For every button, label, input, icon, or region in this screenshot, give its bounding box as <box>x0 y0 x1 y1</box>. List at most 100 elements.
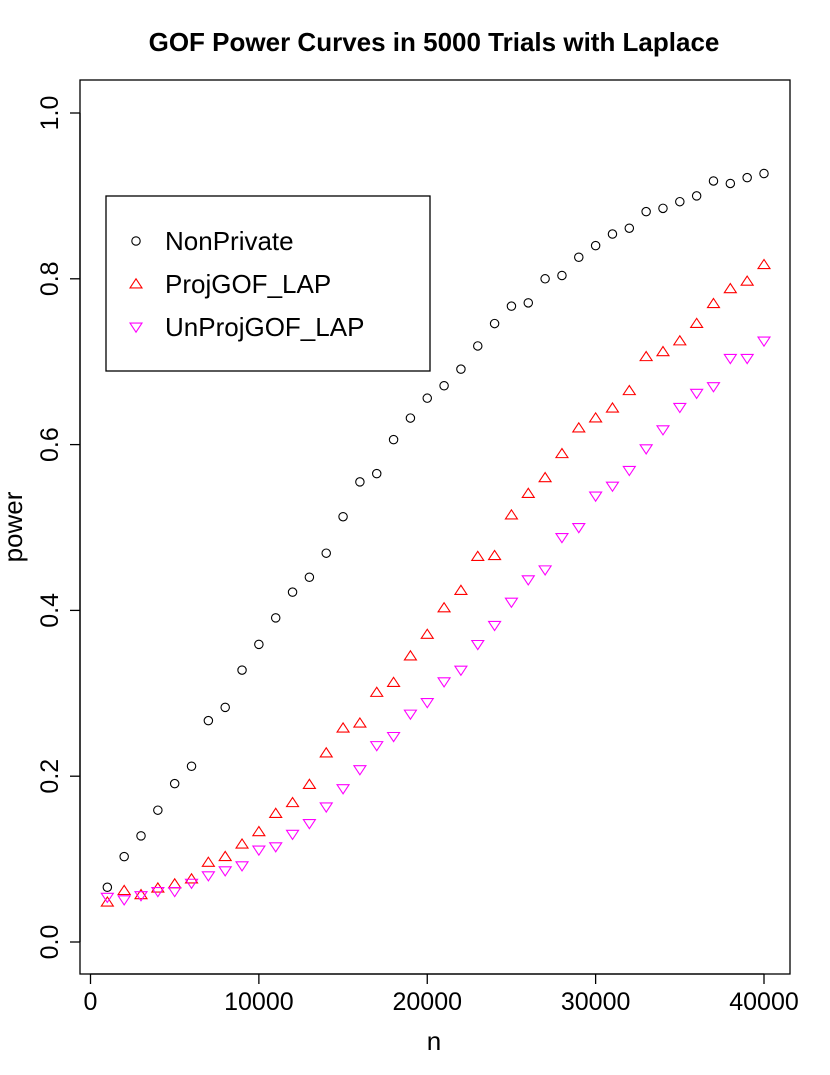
data-point <box>136 831 146 841</box>
data-point <box>117 895 132 906</box>
data-point <box>437 677 452 688</box>
data-point <box>319 746 334 758</box>
data-point <box>218 850 233 862</box>
data-point <box>420 697 435 709</box>
data-point <box>369 686 384 697</box>
data-point <box>521 575 536 586</box>
data-point <box>336 721 351 733</box>
data-point <box>133 891 149 902</box>
data-point <box>201 856 216 867</box>
data-point <box>742 172 752 183</box>
data-point <box>689 388 704 400</box>
x-tick-label: 30000 <box>561 988 631 1016</box>
data-point <box>622 465 637 477</box>
y-axis: 0.0 0.2 0.4 0.6 0.8 1.0 <box>36 96 81 960</box>
series-NonPrivate <box>102 168 769 893</box>
data-point <box>251 845 266 857</box>
data-point <box>237 665 247 675</box>
data-point <box>506 301 517 311</box>
data-point <box>133 888 149 900</box>
x-tick-label: 20000 <box>392 988 462 1016</box>
data-point <box>167 877 182 889</box>
data-point <box>150 886 165 898</box>
data-point <box>470 550 485 561</box>
data-point <box>740 353 755 365</box>
data-point <box>270 613 281 623</box>
data-point <box>453 584 468 595</box>
data-point <box>235 861 250 872</box>
data-point <box>672 402 687 414</box>
data-point <box>403 709 418 721</box>
data-point <box>285 796 300 808</box>
data-point <box>605 481 620 493</box>
data-point <box>538 565 553 576</box>
y-axis-label: power <box>0 491 28 562</box>
data-point <box>574 252 584 262</box>
data-point <box>470 639 485 651</box>
data-point <box>100 896 115 907</box>
data-point <box>184 872 199 884</box>
legend-item: UnProjGOF_LAP <box>128 312 364 342</box>
x-axis-label: n <box>427 1026 441 1056</box>
legend-marker <box>128 277 144 289</box>
data-point <box>588 411 603 423</box>
y-tick-label: 0.6 <box>36 427 64 462</box>
data-point <box>655 345 670 357</box>
data-point <box>691 191 702 201</box>
legend-label: ProjGOF_LAP <box>165 269 331 299</box>
data-point <box>218 866 233 877</box>
x-tick-label: 0 <box>84 988 98 1016</box>
data-point <box>504 508 519 520</box>
data-point <box>186 761 197 772</box>
data-point <box>119 851 129 862</box>
data-point <box>759 168 769 179</box>
data-point <box>321 548 331 558</box>
data-point <box>167 886 182 898</box>
data-point <box>487 620 502 632</box>
data-point <box>723 282 738 294</box>
data-point <box>672 334 687 346</box>
data-point <box>624 223 635 233</box>
data-point <box>117 884 132 896</box>
data-point <box>658 203 668 214</box>
data-point <box>622 384 637 396</box>
data-point <box>388 434 399 445</box>
data-point <box>304 572 315 582</box>
x-tick-label: 40000 <box>729 988 799 1016</box>
data-point <box>422 393 432 403</box>
y-tick-label: 0.0 <box>36 925 64 960</box>
legend-marker <box>128 322 144 334</box>
data-point <box>487 549 502 561</box>
x-tick-label: 10000 <box>224 988 294 1016</box>
data-point <box>689 317 704 329</box>
x-axis: 0 10000 20000 30000 40000 <box>84 973 799 1016</box>
data-point <box>473 341 483 351</box>
data-point <box>268 842 283 853</box>
data-point <box>169 778 180 789</box>
data-point <box>725 178 736 189</box>
legend-label: NonPrivate <box>165 226 294 256</box>
data-point <box>254 639 264 650</box>
legend-label: UnProjGOF_LAP <box>165 312 364 342</box>
data-point <box>588 491 603 503</box>
data-point <box>184 878 199 890</box>
data-point <box>706 297 721 309</box>
data-point <box>201 871 216 882</box>
data-point <box>220 702 230 713</box>
data-point <box>102 882 113 893</box>
data-points <box>100 168 772 907</box>
data-point <box>153 805 163 815</box>
data-point <box>723 353 738 365</box>
data-point <box>386 731 401 743</box>
chart-title: GOF Power Curves in 5000 Trials with Lap… <box>149 27 720 57</box>
data-point <box>540 274 550 284</box>
data-point <box>100 892 115 904</box>
data-point <box>554 447 569 459</box>
data-point <box>287 587 298 597</box>
data-point <box>456 364 466 374</box>
data-point <box>268 807 283 818</box>
y-tick-label: 0.2 <box>36 759 64 794</box>
data-point <box>338 511 348 522</box>
y-tick-label: 1.0 <box>36 96 64 131</box>
